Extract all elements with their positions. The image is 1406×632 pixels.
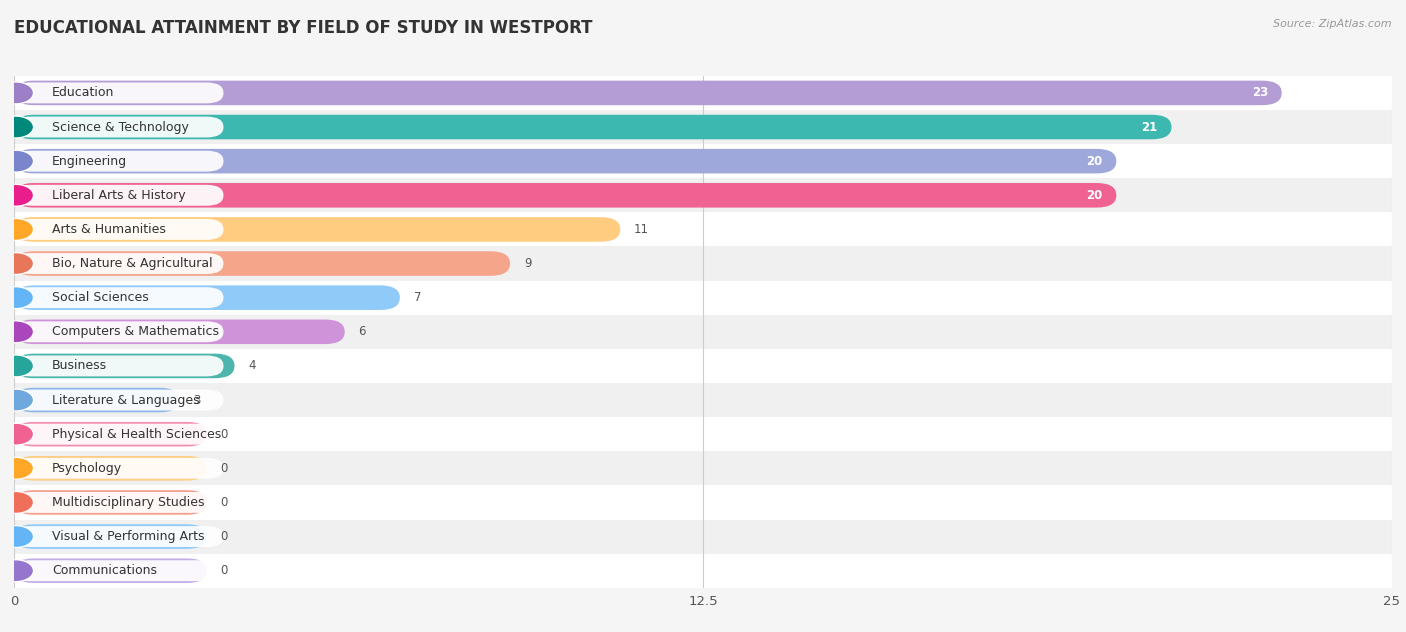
FancyBboxPatch shape	[14, 82, 224, 104]
FancyBboxPatch shape	[14, 388, 180, 412]
FancyBboxPatch shape	[14, 559, 207, 583]
Text: 11: 11	[634, 223, 650, 236]
FancyBboxPatch shape	[14, 150, 224, 172]
FancyBboxPatch shape	[14, 115, 1171, 139]
FancyBboxPatch shape	[14, 383, 1392, 417]
Text: Bio, Nature & Agricultural: Bio, Nature & Agricultural	[52, 257, 212, 270]
Circle shape	[0, 219, 34, 240]
FancyBboxPatch shape	[14, 246, 1392, 281]
Text: 0: 0	[221, 530, 228, 543]
Text: Arts & Humanities: Arts & Humanities	[52, 223, 166, 236]
FancyBboxPatch shape	[14, 320, 344, 344]
Circle shape	[0, 355, 34, 377]
FancyBboxPatch shape	[14, 458, 224, 479]
Text: Source: ZipAtlas.com: Source: ZipAtlas.com	[1274, 19, 1392, 29]
Text: 9: 9	[524, 257, 531, 270]
Text: Engineering: Engineering	[52, 155, 128, 167]
Text: 0: 0	[221, 564, 228, 577]
Text: EDUCATIONAL ATTAINMENT BY FIELD OF STUDY IN WESTPORT: EDUCATIONAL ATTAINMENT BY FIELD OF STUDY…	[14, 19, 592, 37]
Circle shape	[0, 150, 34, 172]
FancyBboxPatch shape	[14, 116, 224, 138]
FancyBboxPatch shape	[14, 423, 224, 445]
FancyBboxPatch shape	[14, 76, 1392, 110]
FancyBboxPatch shape	[14, 554, 1392, 588]
Text: Physical & Health Sciences: Physical & Health Sciences	[52, 428, 222, 441]
Circle shape	[0, 560, 34, 581]
FancyBboxPatch shape	[14, 490, 207, 514]
FancyBboxPatch shape	[14, 526, 224, 547]
FancyBboxPatch shape	[14, 212, 1392, 246]
FancyBboxPatch shape	[14, 149, 1116, 173]
FancyBboxPatch shape	[14, 417, 1392, 451]
FancyBboxPatch shape	[14, 287, 224, 308]
Circle shape	[0, 492, 34, 513]
Text: 21: 21	[1142, 121, 1157, 133]
Text: Computers & Mathematics: Computers & Mathematics	[52, 325, 219, 338]
Text: Literature & Languages: Literature & Languages	[52, 394, 200, 406]
Text: 0: 0	[221, 462, 228, 475]
Text: 23: 23	[1251, 87, 1268, 99]
FancyBboxPatch shape	[14, 560, 224, 581]
Circle shape	[0, 389, 34, 411]
Text: 6: 6	[359, 325, 366, 338]
Circle shape	[0, 526, 34, 547]
Circle shape	[0, 423, 34, 445]
FancyBboxPatch shape	[14, 422, 207, 446]
Text: 3: 3	[193, 394, 201, 406]
Circle shape	[0, 185, 34, 206]
FancyBboxPatch shape	[14, 81, 1282, 105]
Circle shape	[0, 321, 34, 343]
Text: Communications: Communications	[52, 564, 157, 577]
Circle shape	[0, 253, 34, 274]
FancyBboxPatch shape	[14, 485, 1392, 520]
FancyBboxPatch shape	[14, 178, 1392, 212]
FancyBboxPatch shape	[14, 144, 1392, 178]
Text: Education: Education	[52, 87, 115, 99]
FancyBboxPatch shape	[14, 315, 1392, 349]
FancyBboxPatch shape	[14, 110, 1392, 144]
FancyBboxPatch shape	[14, 456, 207, 480]
FancyBboxPatch shape	[14, 389, 224, 411]
FancyBboxPatch shape	[14, 252, 510, 276]
FancyBboxPatch shape	[14, 354, 235, 378]
Text: Psychology: Psychology	[52, 462, 122, 475]
Text: Social Sciences: Social Sciences	[52, 291, 149, 304]
FancyBboxPatch shape	[14, 451, 1392, 485]
FancyBboxPatch shape	[14, 219, 224, 240]
Circle shape	[0, 116, 34, 138]
FancyBboxPatch shape	[14, 349, 1392, 383]
FancyBboxPatch shape	[14, 253, 224, 274]
Text: 20: 20	[1087, 189, 1102, 202]
Text: 0: 0	[221, 428, 228, 441]
Text: Liberal Arts & History: Liberal Arts & History	[52, 189, 186, 202]
Text: 20: 20	[1087, 155, 1102, 167]
FancyBboxPatch shape	[14, 286, 399, 310]
Text: Business: Business	[52, 360, 107, 372]
FancyBboxPatch shape	[14, 355, 224, 377]
Text: 7: 7	[413, 291, 422, 304]
Text: Science & Technology: Science & Technology	[52, 121, 190, 133]
FancyBboxPatch shape	[14, 281, 1392, 315]
FancyBboxPatch shape	[14, 183, 1116, 207]
FancyBboxPatch shape	[14, 492, 224, 513]
Circle shape	[0, 82, 34, 104]
Circle shape	[0, 458, 34, 479]
FancyBboxPatch shape	[14, 525, 207, 549]
FancyBboxPatch shape	[14, 185, 224, 206]
Text: Multidisciplinary Studies: Multidisciplinary Studies	[52, 496, 205, 509]
Text: Visual & Performing Arts: Visual & Performing Arts	[52, 530, 205, 543]
Circle shape	[0, 287, 34, 308]
FancyBboxPatch shape	[14, 520, 1392, 554]
Text: 0: 0	[221, 496, 228, 509]
FancyBboxPatch shape	[14, 321, 224, 343]
Text: 4: 4	[249, 360, 256, 372]
FancyBboxPatch shape	[14, 217, 620, 241]
